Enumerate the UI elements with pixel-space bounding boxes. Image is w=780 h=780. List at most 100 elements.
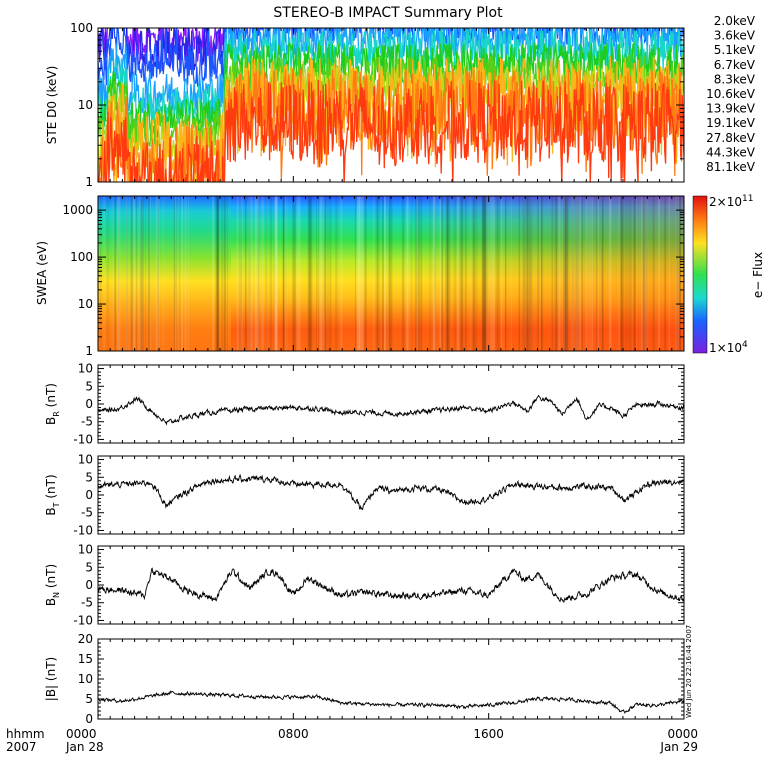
ste-legend-entry: 2.0keV <box>714 14 756 28</box>
swea-streak <box>601 196 603 351</box>
swea-streak <box>112 196 115 351</box>
swea-streak <box>475 196 478 351</box>
swea-streak <box>590 196 592 351</box>
ste-series-line <box>98 68 684 182</box>
bmag-yaxis-ticks: 0 5 10 15 20 <box>78 632 684 726</box>
swea-streak <box>563 196 567 351</box>
bmag-tick-label: 20 <box>78 632 93 646</box>
swea-streak <box>585 196 587 351</box>
bn-tick-label: -5 <box>81 596 93 610</box>
swea-streak <box>295 196 298 351</box>
swea-streak <box>675 196 677 351</box>
swea-streak <box>273 196 275 351</box>
swea-streak <box>634 196 636 351</box>
swea-streak <box>239 196 242 351</box>
swea-streak <box>510 196 512 351</box>
swea-streak <box>522 196 525 351</box>
swea-streak <box>633 196 636 351</box>
swea-streak <box>683 196 687 351</box>
date-label: Jan 29 <box>659 740 698 754</box>
swea-streak <box>103 196 105 351</box>
swea-streak <box>114 196 117 351</box>
swea-streak <box>324 196 327 351</box>
swea-streak <box>360 196 364 351</box>
swea-streak <box>621 196 625 351</box>
swea-streak <box>537 196 540 351</box>
swea-streak <box>383 196 386 351</box>
swea-streak <box>356 196 359 351</box>
ste-legend-entry: 81.1keV <box>706 160 756 174</box>
swea-streak <box>642 196 645 351</box>
swea-streak <box>238 196 241 351</box>
ste-legend-entry: 13.9keV <box>706 102 756 116</box>
br-panel: -10 -5 0 5 10 BR (nT) <box>44 362 685 446</box>
br-tick-label: 0 <box>85 397 93 411</box>
bn-yaxis-label: BN (nT) <box>44 564 61 606</box>
swea-streak <box>317 196 319 351</box>
ste-legend: 2.0keV3.6keV5.1keV6.7keV8.3keV10.6keV13.… <box>706 14 756 174</box>
swea-streak <box>621 196 623 351</box>
br-tick-label: -10 <box>73 432 93 446</box>
swea-streak <box>484 196 486 351</box>
swea-streak <box>449 196 451 351</box>
swea-streak <box>557 196 559 351</box>
ste-panel: 1 10 100 STE D0 (keV) 2.0keV3.6keV5.1keV6.… <box>45 14 756 189</box>
swea-streak <box>269 196 272 351</box>
swea-streak <box>287 196 289 351</box>
swea-streak <box>248 196 251 351</box>
ste-legend-entry: 10.6keV <box>706 87 756 101</box>
swea-streak <box>335 196 338 351</box>
swea-streak <box>240 196 242 351</box>
ste-legend-entry: 44.3keV <box>706 145 756 159</box>
swea-streak <box>179 196 181 351</box>
colorbar-min-label: 1×104 <box>709 340 748 355</box>
swea-streak <box>377 196 380 351</box>
br-tick-label: -5 <box>81 415 93 429</box>
swea-streak <box>456 196 458 351</box>
swea-streak <box>141 196 143 351</box>
swea-streak <box>678 196 681 351</box>
swea-streak <box>364 196 367 351</box>
swea-streak <box>250 196 253 351</box>
swea-streak <box>236 196 239 351</box>
swea-streak <box>223 196 226 351</box>
swea-streak <box>429 196 432 351</box>
swea-yaxis-label: SWEA (eV) <box>35 241 49 305</box>
swea-streak <box>597 196 599 351</box>
swea-streak <box>562 196 566 351</box>
swea-streak <box>579 196 582 351</box>
swea-streak <box>581 196 583 351</box>
bmag-yaxis-label: |B| (nT) <box>44 657 58 701</box>
swea-streak <box>118 196 121 351</box>
ste-legend-entry: 27.8keV <box>706 131 756 145</box>
swea-streak <box>174 196 177 351</box>
bmag-tick-label: 10 <box>78 672 93 686</box>
bt-panel: -10 -5 0 5 10 BT (nT) <box>44 453 685 537</box>
ste-series-line <box>98 28 671 73</box>
time-tick-label: 0800 <box>278 727 309 741</box>
swea-streak <box>248 196 251 351</box>
swea-streak <box>217 196 219 351</box>
br-tick-label: 10 <box>78 362 93 376</box>
swea-streak <box>526 196 530 351</box>
br-yaxis-ticks: -10 -5 0 5 10 <box>73 362 684 446</box>
swea-spectrogram <box>98 196 687 351</box>
swea-streak <box>257 196 259 351</box>
bmag-tick-label: 0 <box>85 712 93 726</box>
swea-yaxis-ticks: 1 10 100 1000 <box>62 196 684 358</box>
swea-tick-label: 10 <box>78 297 93 311</box>
bn-tick-label: -10 <box>73 613 93 627</box>
swea-streak <box>327 196 329 351</box>
swea-streak <box>482 196 484 351</box>
swea-streak <box>149 196 151 351</box>
swea-streak <box>375 196 378 351</box>
bn-tick-label: 0 <box>85 578 93 592</box>
swea-streak <box>254 196 257 351</box>
bn-tick-label: 5 <box>85 560 93 574</box>
swea-streak <box>441 196 443 351</box>
swea-streak <box>571 196 575 351</box>
swea-streak <box>184 196 187 351</box>
swea-streak <box>132 196 135 351</box>
swea-streak <box>316 196 319 351</box>
swea-streak <box>293 196 296 351</box>
